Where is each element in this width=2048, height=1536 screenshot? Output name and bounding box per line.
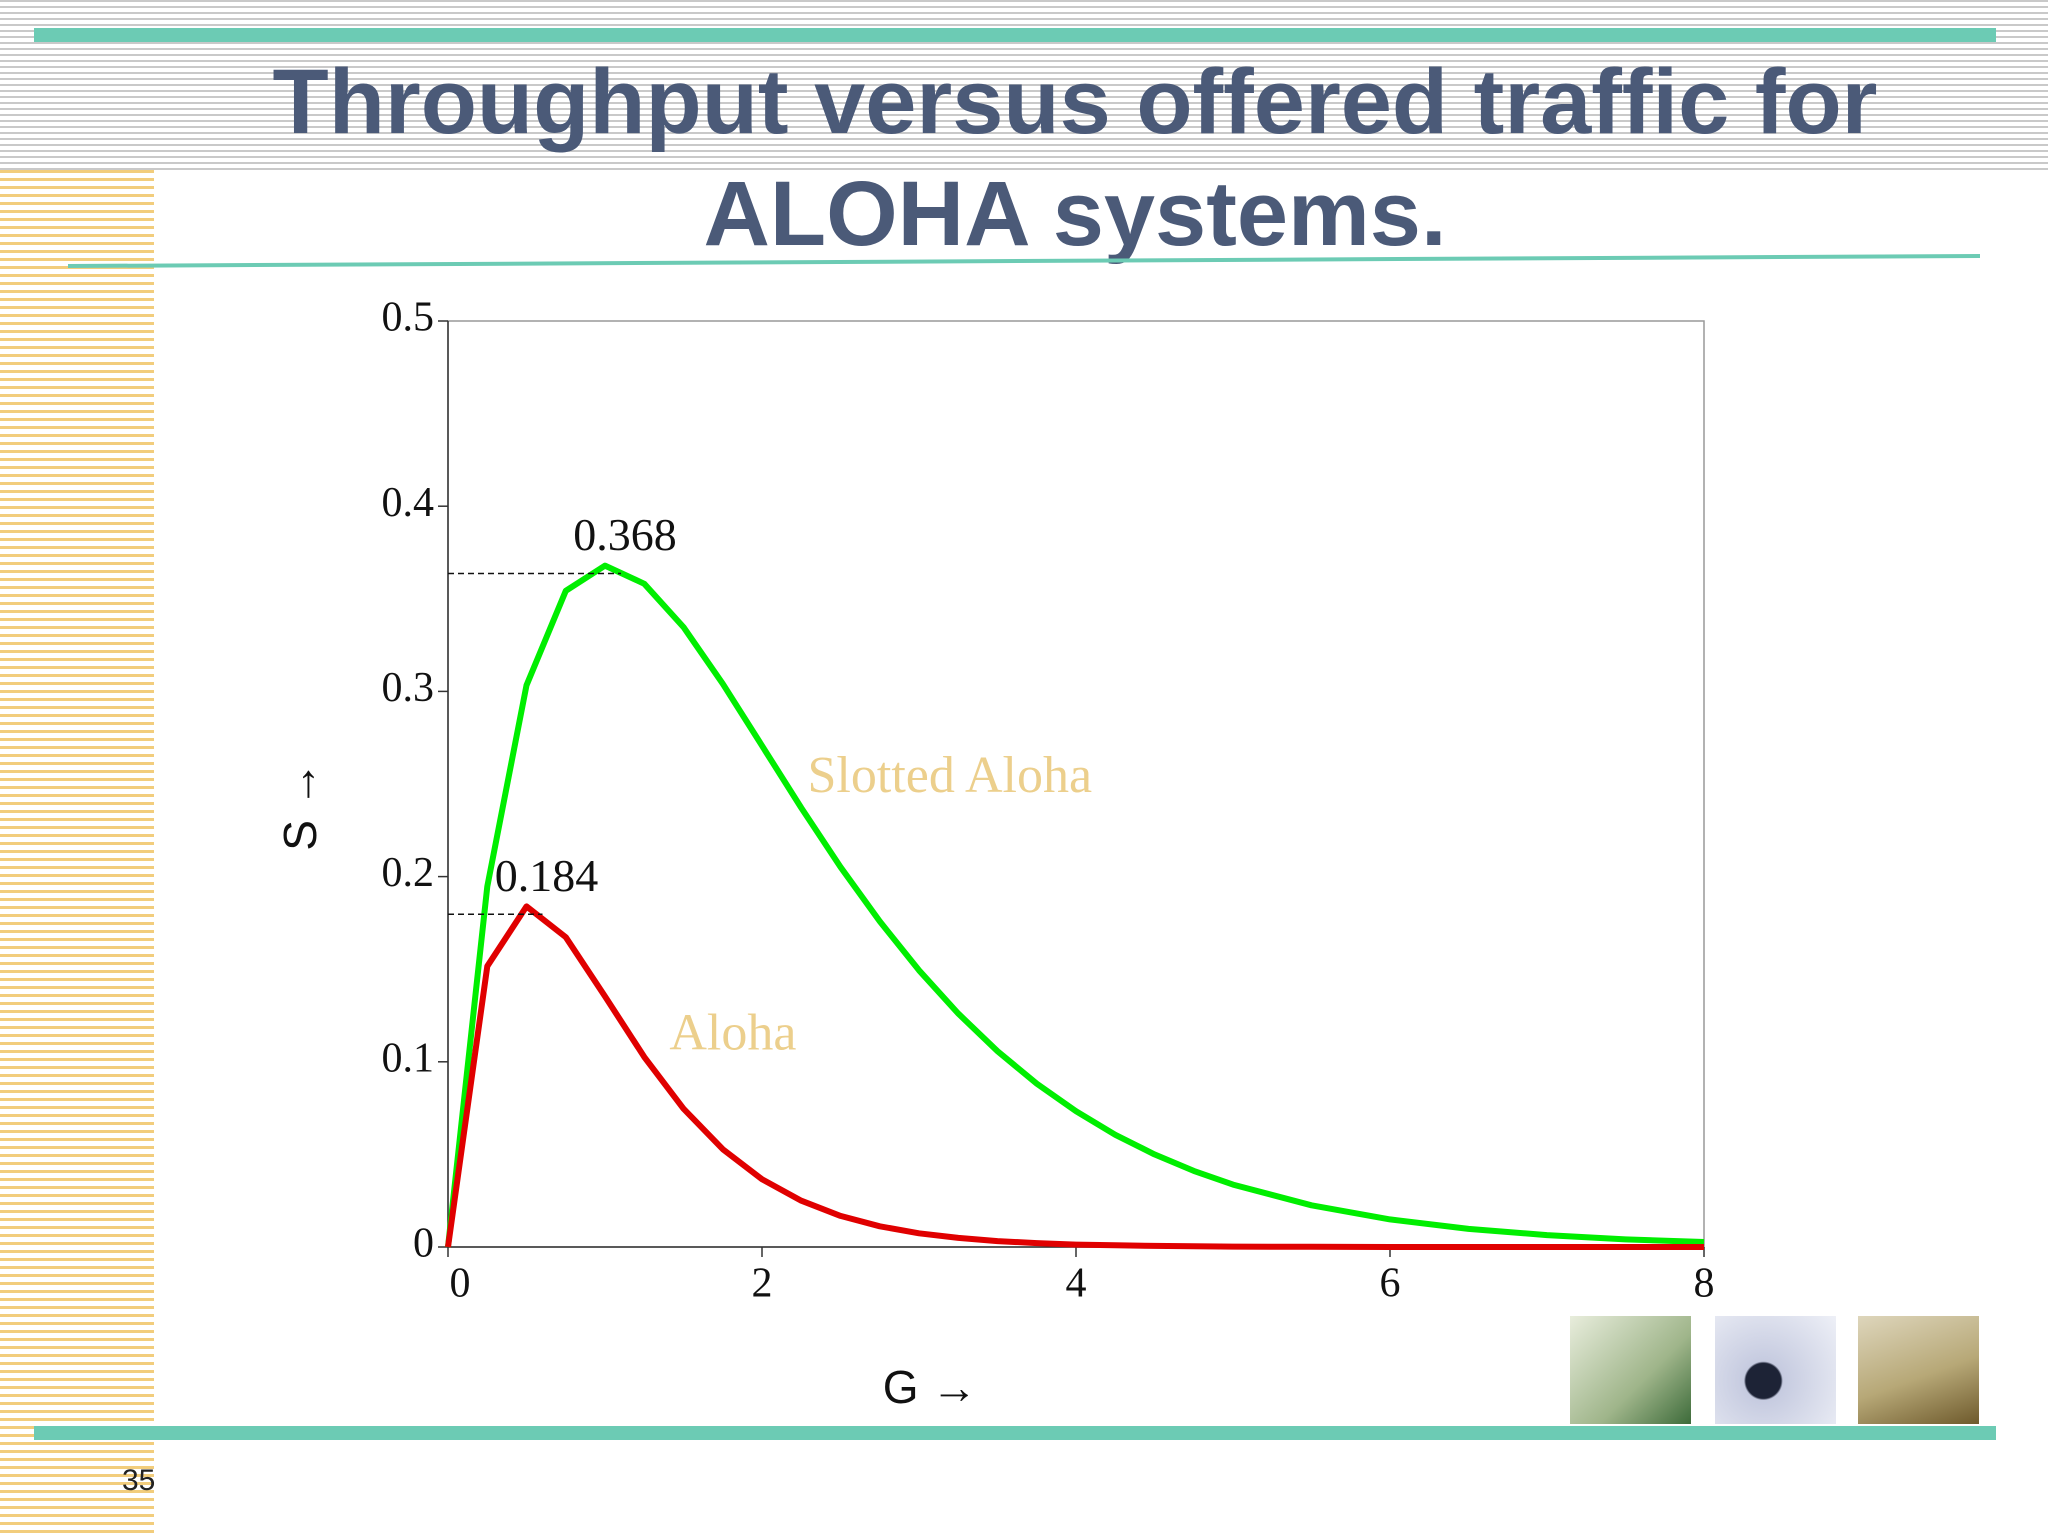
x-tick-label: 8 xyxy=(1694,1261,1715,1307)
y-tick-label: 0.3 xyxy=(382,665,435,711)
thumbnail xyxy=(1858,1316,1979,1424)
x-tick-label: 4 xyxy=(1066,1261,1087,1307)
divider xyxy=(67,254,1981,268)
series-line xyxy=(445,562,1705,1248)
x-tick-label: 0 xyxy=(450,1261,471,1307)
thumbnail xyxy=(1570,1316,1691,1424)
y-tick-label: 0 xyxy=(413,1221,434,1267)
x-tick-label: 2 xyxy=(752,1261,773,1307)
peak-label: 0.184 xyxy=(495,850,599,901)
page-number: 35 xyxy=(122,1464,156,1497)
y-tick-label: 0.4 xyxy=(382,480,435,526)
peak-label: 0.368 xyxy=(573,509,677,560)
series-label: Aloha xyxy=(669,1005,796,1062)
thumbnail xyxy=(1715,1316,1836,1424)
y-tick-label: 0.2 xyxy=(382,850,435,896)
background-stripes xyxy=(0,170,154,1536)
divider xyxy=(34,28,1996,42)
series-line xyxy=(445,903,1704,1250)
y-tick-label: 0.5 xyxy=(382,295,435,341)
divider xyxy=(34,1426,1996,1440)
x-tick-label: 6 xyxy=(1380,1261,1401,1307)
series-label: Slotted Aloha xyxy=(808,747,1093,804)
slide-title: Throughput versus offered traffic for AL… xyxy=(272,51,1878,265)
x-axis-label: G → xyxy=(883,1361,978,1413)
y-tick-label: 0.1 xyxy=(382,1035,435,1081)
y-axis-label: S → xyxy=(274,761,326,850)
